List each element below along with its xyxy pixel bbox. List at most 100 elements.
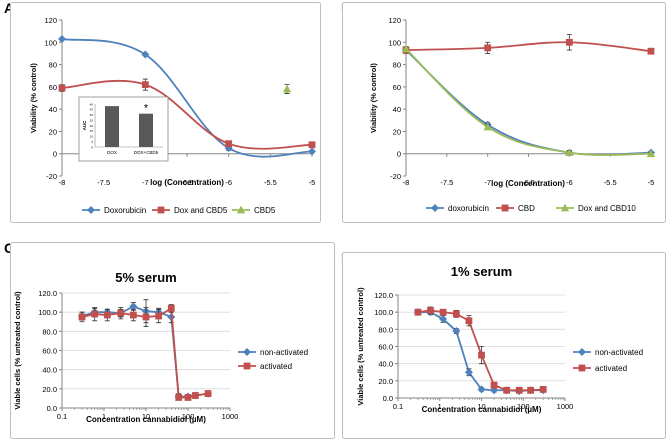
legend-item: CBD5 (232, 205, 276, 215)
x-tick-label: 1000 (222, 412, 239, 421)
x-tick-label: -7 (142, 178, 149, 187)
x-tick-label: 1000 (557, 402, 574, 411)
x-axis-label: Concentration cannabidiol (µM) (422, 405, 542, 414)
y-tick-label: 60 (393, 83, 401, 92)
legend-item: activated (573, 364, 627, 373)
chart-frame (10, 242, 335, 439)
y-tick-label: 20 (49, 127, 57, 136)
y-axis-label: Viability (% control) (29, 63, 38, 133)
x-tick-label: -7.5 (440, 178, 453, 187)
inset-y-axis-label: AUC (82, 120, 87, 130)
y-tick-label: 40.0 (42, 366, 57, 375)
legend-marker (236, 205, 246, 214)
legend-item: Doxorubicin (82, 206, 146, 215)
inset-y-tick-label: 0 (91, 145, 93, 149)
legend-item: Dox and CBD10 (556, 203, 636, 213)
series-activated (414, 306, 547, 394)
legend-marker (578, 348, 586, 356)
x-tick-label: 0.1 (57, 412, 67, 421)
data-point (527, 386, 535, 394)
legend-marker (501, 204, 509, 212)
inset-bar (105, 106, 119, 147)
y-tick-label: 20 (393, 127, 401, 136)
legend-label: activated (260, 362, 292, 371)
data-point (565, 148, 574, 156)
data-point (478, 351, 485, 359)
y-tick-label: -20 (46, 172, 57, 181)
data-point (565, 38, 573, 46)
inset-y-tick-label: 20 (90, 124, 94, 128)
legend-item: non-activated (573, 348, 643, 357)
y-tick-label: 0 (53, 150, 57, 159)
legend-marker (243, 362, 251, 370)
data-point (184, 394, 192, 401)
y-tick-label: 0.0 (383, 394, 393, 403)
series-dox-and-cbd10 (401, 44, 656, 158)
y-tick-label: 120 (388, 16, 401, 25)
x-tick-label: -7.5 (97, 178, 110, 187)
chart-frame (342, 2, 666, 223)
x-axis-label: log (Concentration) (150, 178, 224, 187)
data-point (282, 84, 292, 93)
y-tick-label: 120 (44, 16, 57, 25)
data-point (91, 310, 99, 318)
data-point (452, 310, 460, 318)
legend-marker (578, 364, 586, 372)
inset-category-label: DOX+CBD5 (134, 150, 159, 155)
x-axis-label: Concentration cannabidiol (µM) (86, 415, 206, 424)
y-tick-label: 80 (393, 61, 401, 70)
x-tick-label: 10 (477, 402, 485, 411)
inset-y-tick-label: 30 (90, 113, 94, 117)
data-point (129, 311, 137, 319)
x-tick-label: -7 (484, 178, 491, 187)
data-point (452, 327, 461, 336)
data-point (477, 385, 486, 394)
inset-y-tick-label: 40 (90, 102, 94, 106)
x-tick-label: -6.5 (181, 178, 194, 187)
y-tick-label: 40 (49, 105, 57, 114)
y-tick-label: 100.0 (38, 308, 57, 317)
y-axis-label: Viable cells (% untreated control) (356, 287, 365, 406)
legend-label: non-activated (595, 348, 643, 357)
series-line (61, 38, 313, 158)
series-dox-and-cbd5 (58, 78, 316, 150)
y-tick-label: 0.0 (47, 404, 57, 413)
data-point (308, 141, 316, 149)
x-tick-label: -5 (648, 178, 655, 187)
legend-label: CBD (518, 204, 535, 213)
legend-marker (560, 203, 570, 212)
data-point (142, 313, 150, 321)
x-tick-label: -8 (403, 178, 410, 187)
inset-y-tick-label: 15 (90, 129, 94, 133)
y-tick-label: 80 (49, 61, 57, 70)
series-line (405, 41, 652, 53)
x-tick-label: 10 (142, 412, 150, 421)
data-point (141, 50, 150, 59)
x-tick-label: -5.5 (604, 178, 617, 187)
chart-b: -20 0 20 40 60 80 100 120 -8 -7.5 -7 -6.5 -6 -5.5 -5 lo… (342, 2, 666, 223)
y-tick-label: 60.0 (42, 347, 57, 356)
chart-title: 5% serum (115, 270, 176, 285)
y-tick-label: 20.0 (42, 385, 57, 394)
series-line (61, 79, 313, 150)
x-tick-label: -6 (225, 178, 232, 187)
data-point (646, 149, 656, 158)
data-point (204, 390, 212, 398)
legend-label: activated (595, 364, 627, 373)
inset-frame (78, 96, 169, 162)
y-tick-label: 120.0 (38, 289, 57, 298)
data-point (647, 47, 655, 55)
legend-label: Doxorubicin (104, 206, 146, 215)
legend-label: Dox and CBD5 (174, 206, 228, 215)
x-tick-label: -5.5 (264, 178, 277, 187)
legend-label: Dox and CBD10 (578, 204, 636, 213)
data-point (464, 368, 473, 377)
panel-label-a: A (4, 0, 15, 16)
x-tick-label: -8 (59, 178, 66, 187)
y-tick-label: -20 (390, 172, 401, 181)
y-tick-label: 60 (49, 83, 57, 92)
y-tick-label: 20.0 (378, 377, 393, 386)
x-tick-label: 1 (438, 402, 442, 411)
